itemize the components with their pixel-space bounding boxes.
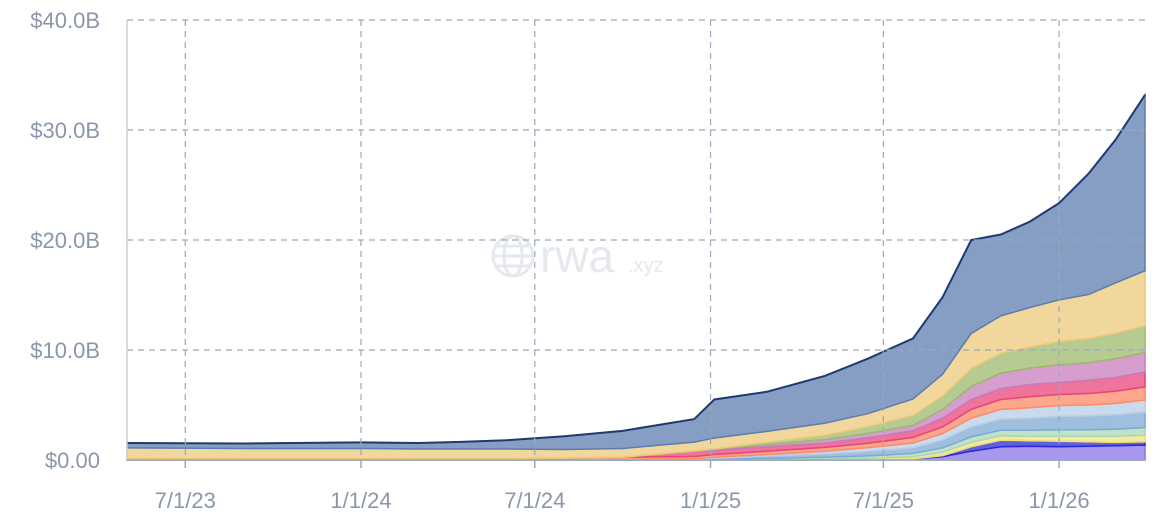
watermark-brand: rwa xyxy=(540,230,615,282)
plot-area xyxy=(126,92,1146,461)
watermark-suffix: .xyz xyxy=(628,255,664,277)
axes: $0.00 $10.0B $20.0B $30.0B $40.0B 7/1/23 1/1/2… xyxy=(30,8,1146,513)
x-tick-label: 1/1/24 xyxy=(330,488,391,513)
y-tick-label: $30.0B xyxy=(30,118,100,143)
globe-icon xyxy=(491,234,535,278)
x-tick-label: 1/1/25 xyxy=(680,488,741,513)
gridlines xyxy=(127,19,1150,460)
y-tick-label: $0.00 xyxy=(45,448,100,473)
y-tick-label: $20.0B xyxy=(30,228,100,253)
watermark: rwa .xyz xyxy=(491,230,664,282)
total-outline xyxy=(126,94,1146,445)
x-tick-label: 1/1/26 xyxy=(1029,488,1090,513)
y-tick-label: $10.0B xyxy=(30,338,100,363)
x-tick-label: 7/1/25 xyxy=(853,488,914,513)
x-tick-label: 7/1/24 xyxy=(504,488,565,513)
x-tick-label: 7/1/23 xyxy=(155,488,216,513)
y-tick-label: $40.0B xyxy=(30,8,100,33)
